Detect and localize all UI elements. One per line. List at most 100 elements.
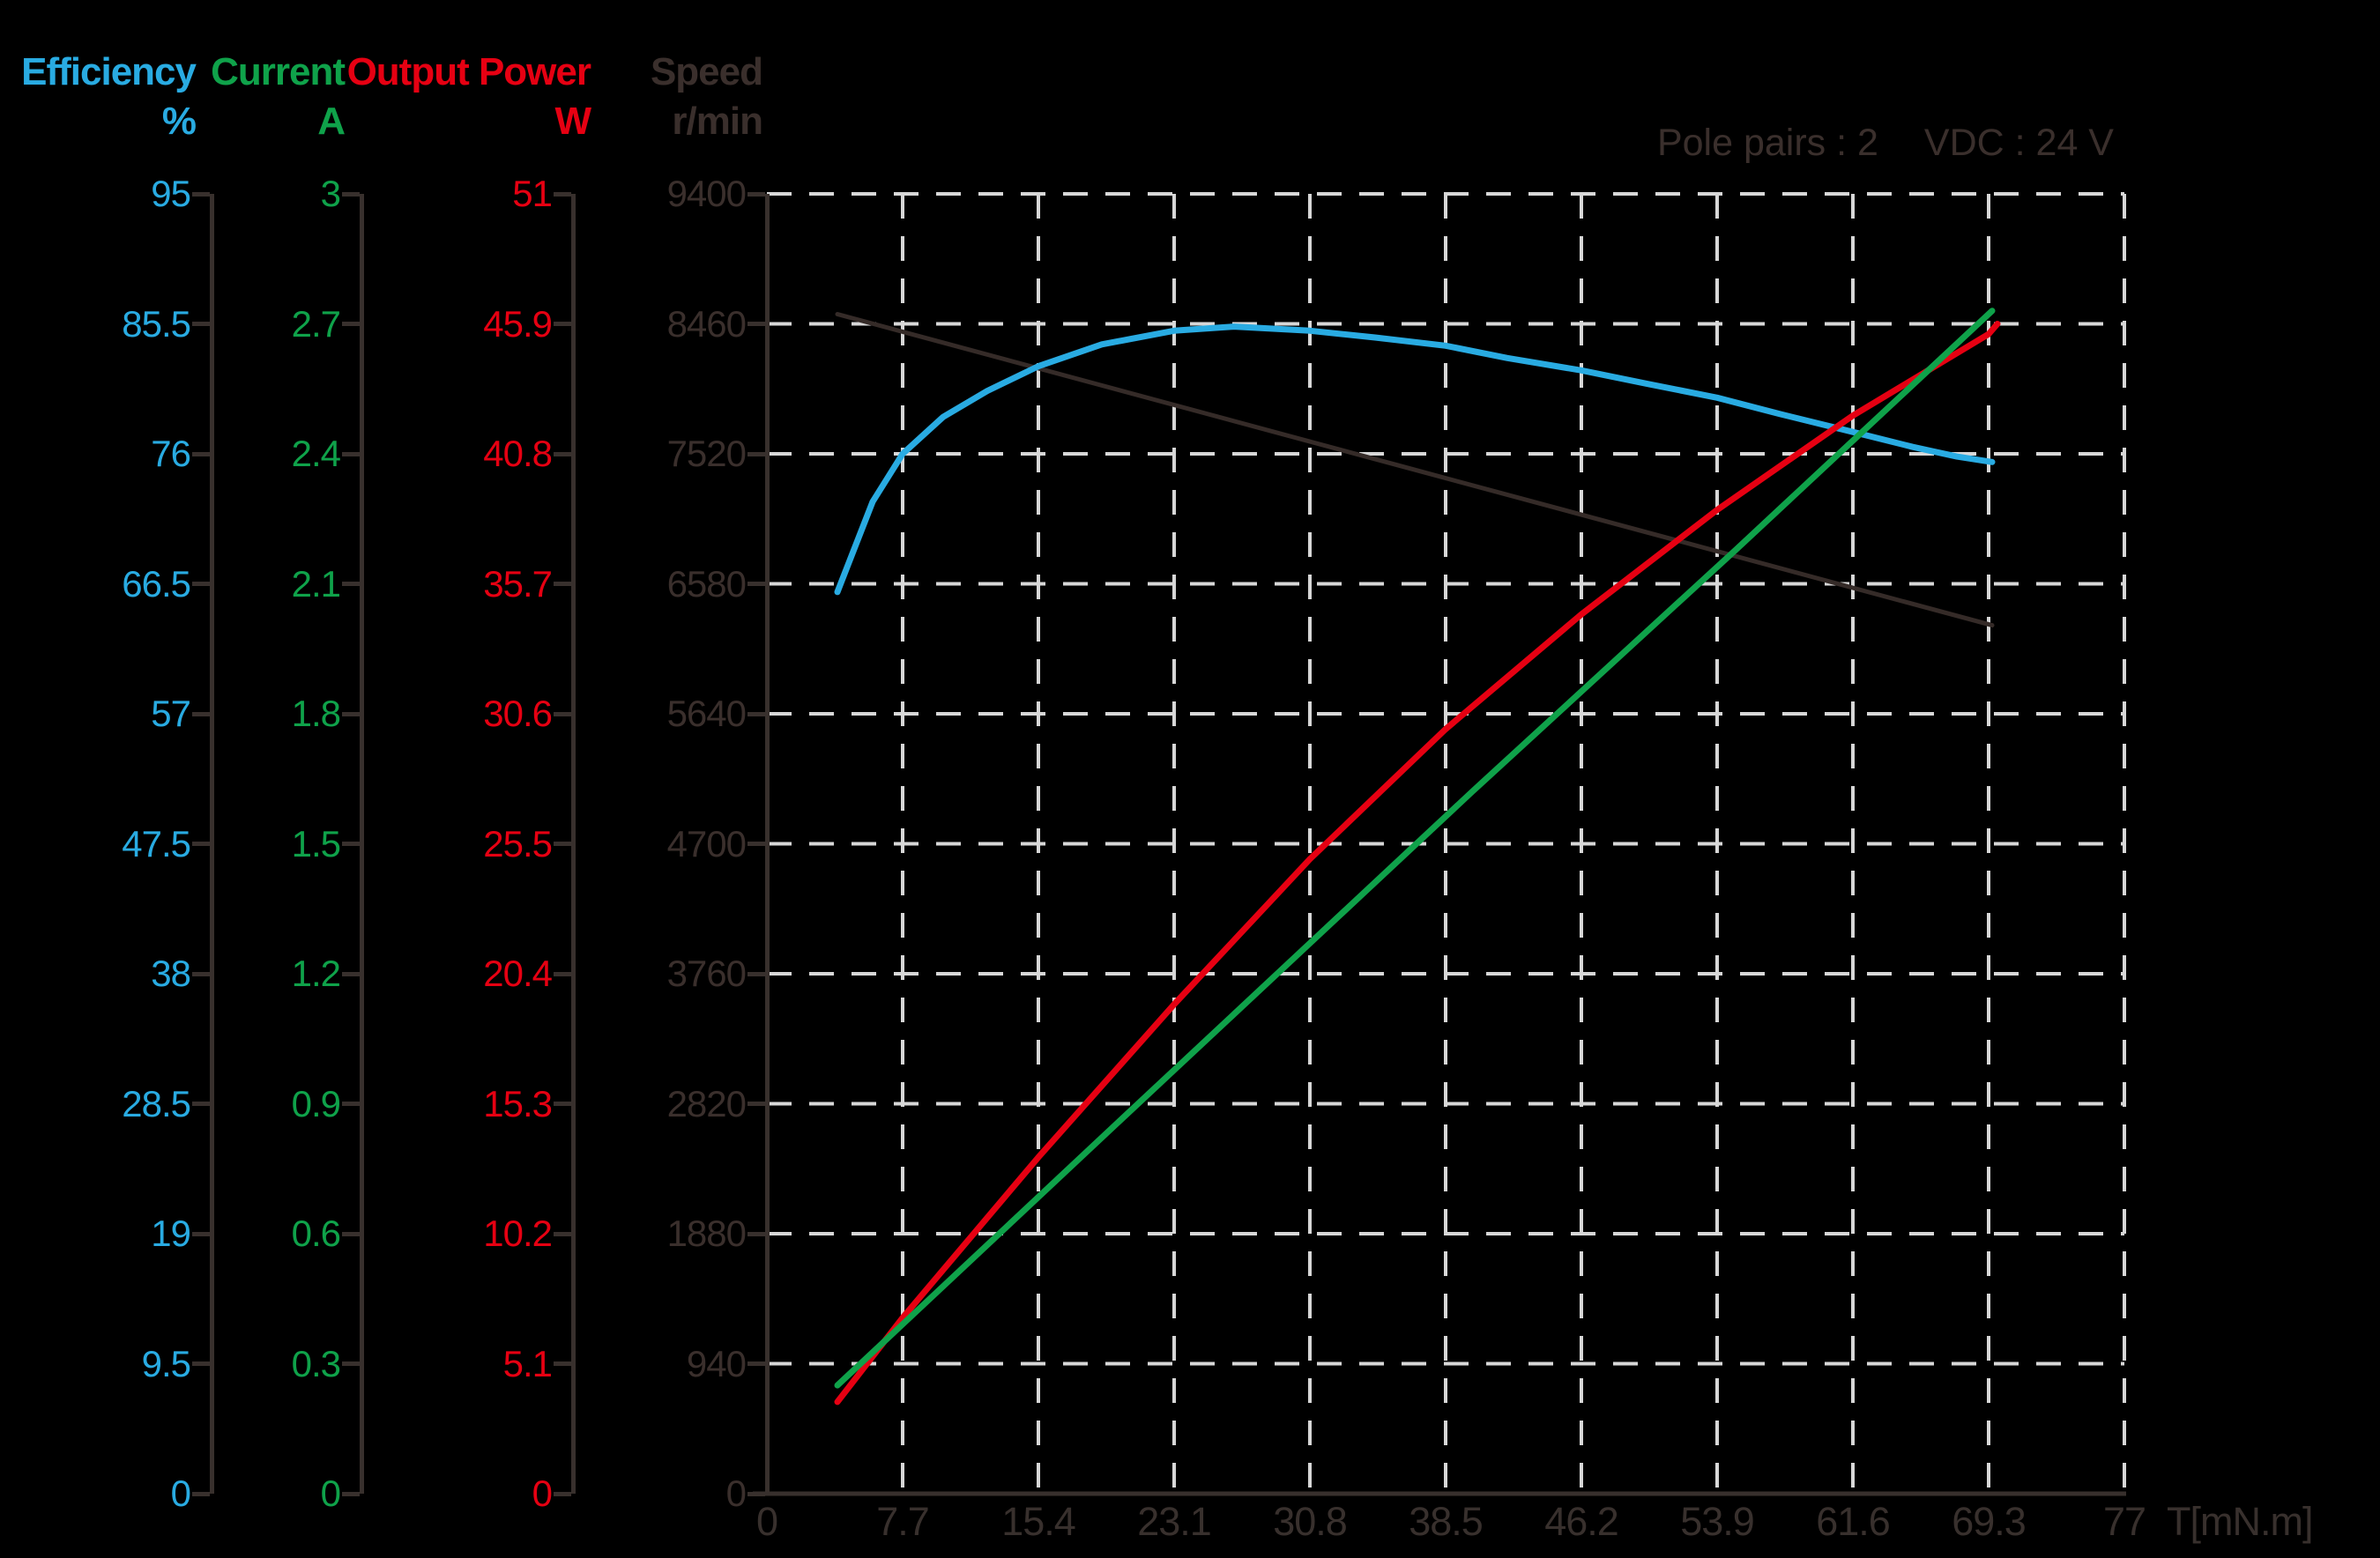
- efficiency-axis-line: [209, 194, 214, 1494]
- speed-tick-label: 940: [686, 1342, 747, 1384]
- efficiency-tick-label: 76: [151, 433, 191, 474]
- axis-unit-efficiency: %: [161, 100, 197, 143]
- x-tick-label: 53.9: [1680, 1499, 1755, 1544]
- output_power-tick-mark: [554, 711, 571, 716]
- output_power-tick-mark: [554, 582, 571, 586]
- current-tick-label: 1.5: [291, 822, 341, 864]
- output_power-tick-label: 51: [512, 173, 553, 214]
- speed-tick-label: 0: [725, 1473, 747, 1514]
- current-tick-mark: [342, 322, 360, 326]
- speed-tick-label: 8460: [666, 302, 747, 345]
- current-tick-label: 0.3: [291, 1342, 341, 1384]
- speed-tick-mark: [747, 711, 765, 716]
- pole-pairs-label: Pole pairs : 2: [1656, 122, 1878, 164]
- output_power-tick-label: 20.4: [483, 953, 553, 994]
- current-curve: [834, 308, 1996, 1389]
- current-tick-mark: [342, 842, 360, 846]
- speed-tick-label: 6580: [666, 562, 747, 605]
- x-tick-label: 46.2: [1544, 1499, 1619, 1544]
- efficiency-tick-label: 28.5: [122, 1082, 191, 1124]
- output_power-curve: [834, 321, 2001, 1406]
- x-tick-label: 23.1: [1137, 1499, 1212, 1544]
- current-tick-label: 0: [320, 1473, 341, 1514]
- axis-header-current: Current: [211, 50, 346, 93]
- efficiency-tick-label: 57: [151, 693, 191, 734]
- x-tick-label: 0: [755, 1499, 778, 1544]
- current-tick-mark: [342, 451, 360, 456]
- speed-tick-label: 5640: [666, 693, 747, 734]
- speed-tick-mark: [747, 971, 765, 976]
- speed-tick-mark: [747, 582, 765, 586]
- output_power-tick-mark: [554, 1361, 571, 1366]
- efficiency-tick-label: 0: [170, 1473, 191, 1514]
- efficiency-tick-label: 9.5: [141, 1342, 191, 1384]
- x-tick-label: 69.3: [1952, 1499, 2027, 1544]
- output_power-tick-mark: [554, 1102, 571, 1106]
- efficiency-tick-mark: [192, 582, 210, 586]
- efficiency-tick-mark: [192, 451, 210, 456]
- output_power-tick-label: 40.8: [483, 433, 553, 474]
- efficiency-tick-mark: [192, 1231, 210, 1236]
- speed-tick-label: 4700: [666, 822, 747, 864]
- output_power-tick-mark: [554, 191, 571, 197]
- speed-tick-mark: [747, 1491, 765, 1496]
- axis-unit-current: A: [317, 100, 346, 143]
- speed-curve: [835, 312, 1995, 628]
- speed-tick-mark: [747, 191, 765, 197]
- output_power-tick-mark: [554, 322, 571, 326]
- output_power-tick-mark: [554, 451, 571, 456]
- speed-tick-label: 7520: [666, 433, 747, 474]
- output_power-tick-label: 45.9: [483, 302, 553, 345]
- efficiency-tick-mark: [192, 1102, 210, 1106]
- speed-tick-mark: [747, 1231, 765, 1236]
- efficiency-tick-mark: [192, 1491, 210, 1496]
- current-axis-line: [359, 194, 364, 1494]
- current-tick-label: 2.1: [291, 562, 341, 605]
- output_power-tick-label: 5.1: [502, 1342, 553, 1384]
- speed-tick-mark: [747, 451, 765, 456]
- axis-header-efficiency: Efficiency: [21, 50, 197, 93]
- current-tick-mark: [342, 1361, 360, 1366]
- speed-tick-label: 2820: [666, 1082, 747, 1124]
- output_power-tick-label: 25.5: [483, 822, 553, 864]
- current-tick-mark: [342, 1491, 360, 1496]
- speed-tick-label: 3760: [666, 953, 747, 994]
- efficiency-tick-label: 47.5: [122, 822, 191, 864]
- output_power-axis-line: [570, 194, 576, 1494]
- x-tick-label: 7.7: [876, 1499, 930, 1544]
- current-tick-mark: [342, 582, 360, 586]
- output_power-tick-label: 0: [532, 1473, 553, 1514]
- speed-tick-mark: [747, 322, 765, 326]
- current-tick-mark: [342, 711, 360, 716]
- efficiency-tick-mark: [192, 842, 210, 846]
- speed-tick-mark: [747, 842, 765, 846]
- current-tick-label: 2.4: [291, 433, 341, 474]
- efficiency-tick-mark: [192, 322, 210, 326]
- output_power-tick-mark: [554, 971, 571, 976]
- efficiency-tick-label: 95: [151, 173, 191, 214]
- current-tick-label: 0.9: [291, 1082, 341, 1124]
- x-tick-label: 61.6: [1816, 1499, 1891, 1544]
- current-tick-label: 1.8: [291, 693, 341, 734]
- axis-unit-output-power: W: [554, 100, 591, 143]
- output_power-tick-label: 10.2: [483, 1213, 553, 1254]
- speed-tick-mark: [747, 1102, 765, 1106]
- current-tick-mark: [342, 191, 360, 197]
- output_power-tick-label: 15.3: [483, 1082, 553, 1124]
- current-tick-label: 0.6: [291, 1213, 341, 1254]
- axis-header-output-power: Output Power: [346, 50, 591, 93]
- efficiency-tick-mark: [192, 191, 210, 197]
- x-axis-title: T[mN.m]: [2167, 1499, 2313, 1544]
- output_power-tick-mark: [554, 842, 571, 846]
- speed-tick-label: 1880: [666, 1213, 747, 1254]
- x-tick-label: 15.4: [1001, 1499, 1076, 1544]
- x-tick-label: 38.5: [1409, 1499, 1484, 1544]
- efficiency-tick-mark: [192, 971, 210, 976]
- output_power-tick-label: 30.6: [483, 693, 553, 734]
- output_power-tick-label: 35.7: [483, 562, 553, 605]
- efficiency-tick-label: 66.5: [122, 562, 191, 605]
- vdc-label: VDC : 24 V: [1923, 122, 2114, 164]
- efficiency-tick-mark: [192, 1361, 210, 1366]
